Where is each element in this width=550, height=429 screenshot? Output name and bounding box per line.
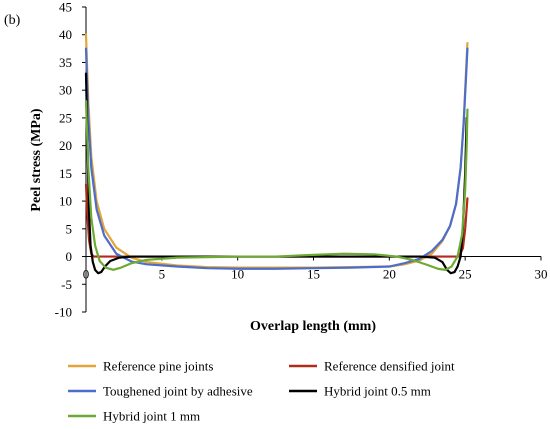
y-tick-label: 25 [59,110,72,125]
y-tick-label: 15 [59,166,72,181]
y-tick-label: -5 [61,277,72,292]
series-line-3 [84,47,469,270]
legend-label: Hybrid joint 0.5 mm [324,384,431,399]
y-tick-label: 40 [59,27,72,42]
y-tick-label: 10 [59,194,72,209]
x-tick-label: 15 [307,267,320,282]
series-line-5 [84,100,469,271]
series-line-1 [84,33,469,269]
legend-label: Toughened joint by adhesive [103,384,253,399]
x-tick-label: 25 [459,267,472,282]
y-tick-label: 30 [59,83,72,98]
legend-label: Reference densified joint [324,359,455,374]
y-axis: -10 -5 0 5 10 15 20 25 30 35 40 45 [55,0,87,320]
series-line-2 [84,183,469,258]
series-line-4 [84,72,468,275]
legend-item: Reference pine joints [68,359,213,374]
panel-label: (b) [4,13,21,28]
x-axis-title: Overlap length (mm) [250,319,376,334]
series-layer [84,33,469,275]
y-tick-label: 35 [59,55,72,70]
y-tick-label: 45 [59,0,72,15]
y-axis-title: Peel stress (MPa) [29,108,44,211]
legend-item: Toughened joint by adhesive [68,384,253,399]
x-tick-label: 10 [231,267,244,282]
y-tick-label: 5 [66,221,73,236]
legend-item: Hybrid joint 1 mm [68,409,200,424]
legend-item: Hybrid joint 0.5 mm [289,384,431,399]
legend-item: Reference densified joint [289,359,455,374]
legend-label: Hybrid joint 1 mm [103,409,200,424]
y-tick-label: 20 [59,138,72,153]
x-tick-label: 0 [83,267,90,282]
x-tick-label: 5 [159,267,166,282]
legend: Reference pine joints Reference densified… [68,359,455,424]
x-tick-label: 20 [383,267,396,282]
legend-label: Reference pine joints [103,359,213,374]
y-tick-label: 0 [66,249,73,264]
x-tick-label: 30 [535,267,548,282]
y-tick-label: -10 [55,305,72,320]
